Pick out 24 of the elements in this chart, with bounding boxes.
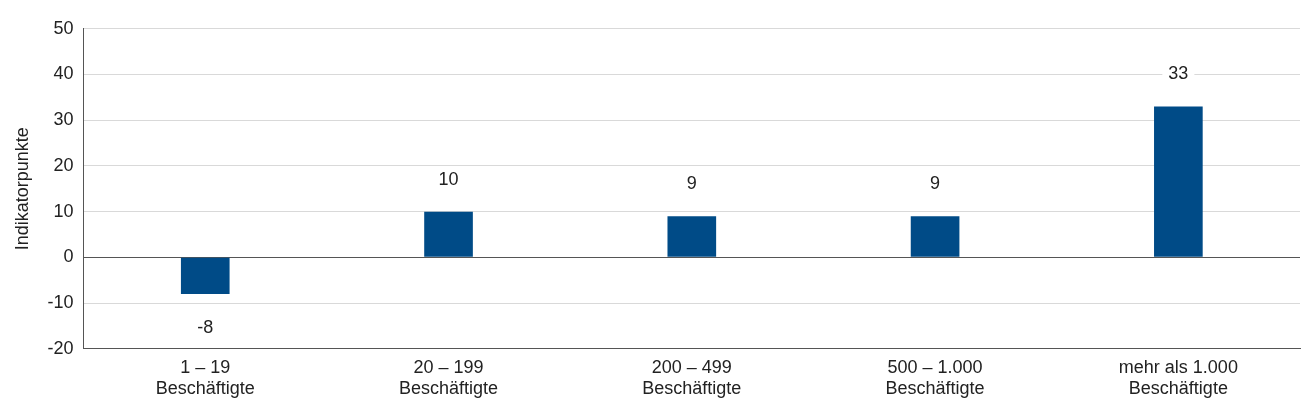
y-tick-label: 40 <box>53 63 74 84</box>
bar <box>1154 106 1203 257</box>
x-tick-label: 200 – 499 Beschäftigte <box>642 356 742 399</box>
x-tick-label: 20 – 199 Beschäftigte <box>399 356 499 399</box>
y-tick-label: 20 <box>53 154 74 175</box>
bar <box>910 216 960 257</box>
data-label: -8 <box>197 316 214 337</box>
y-tick-label: -10 <box>47 292 74 313</box>
data-label: 9 <box>930 173 941 194</box>
bar <box>667 216 717 257</box>
x-tick-label: mehr als 1.000 Beschäftigte <box>1118 356 1238 399</box>
y-axis-title: Indikatorpunkte <box>11 127 32 251</box>
x-tick-label: 500 – 1.000 Beschäftigte <box>885 356 985 399</box>
bar <box>180 257 230 294</box>
y-tick-label: 30 <box>53 109 74 130</box>
y-tick-label: 50 <box>53 17 74 38</box>
bar <box>424 211 473 257</box>
data-label: 10 <box>438 168 459 189</box>
y-tick-label: 10 <box>53 200 74 221</box>
data-label: 9 <box>686 173 697 194</box>
x-tick-label: 1 – 19 Beschäftigte <box>155 356 255 399</box>
y-tick-label: -20 <box>47 337 74 358</box>
y-tick-label: 0 <box>63 246 74 267</box>
data-label: 33 <box>1168 63 1189 84</box>
